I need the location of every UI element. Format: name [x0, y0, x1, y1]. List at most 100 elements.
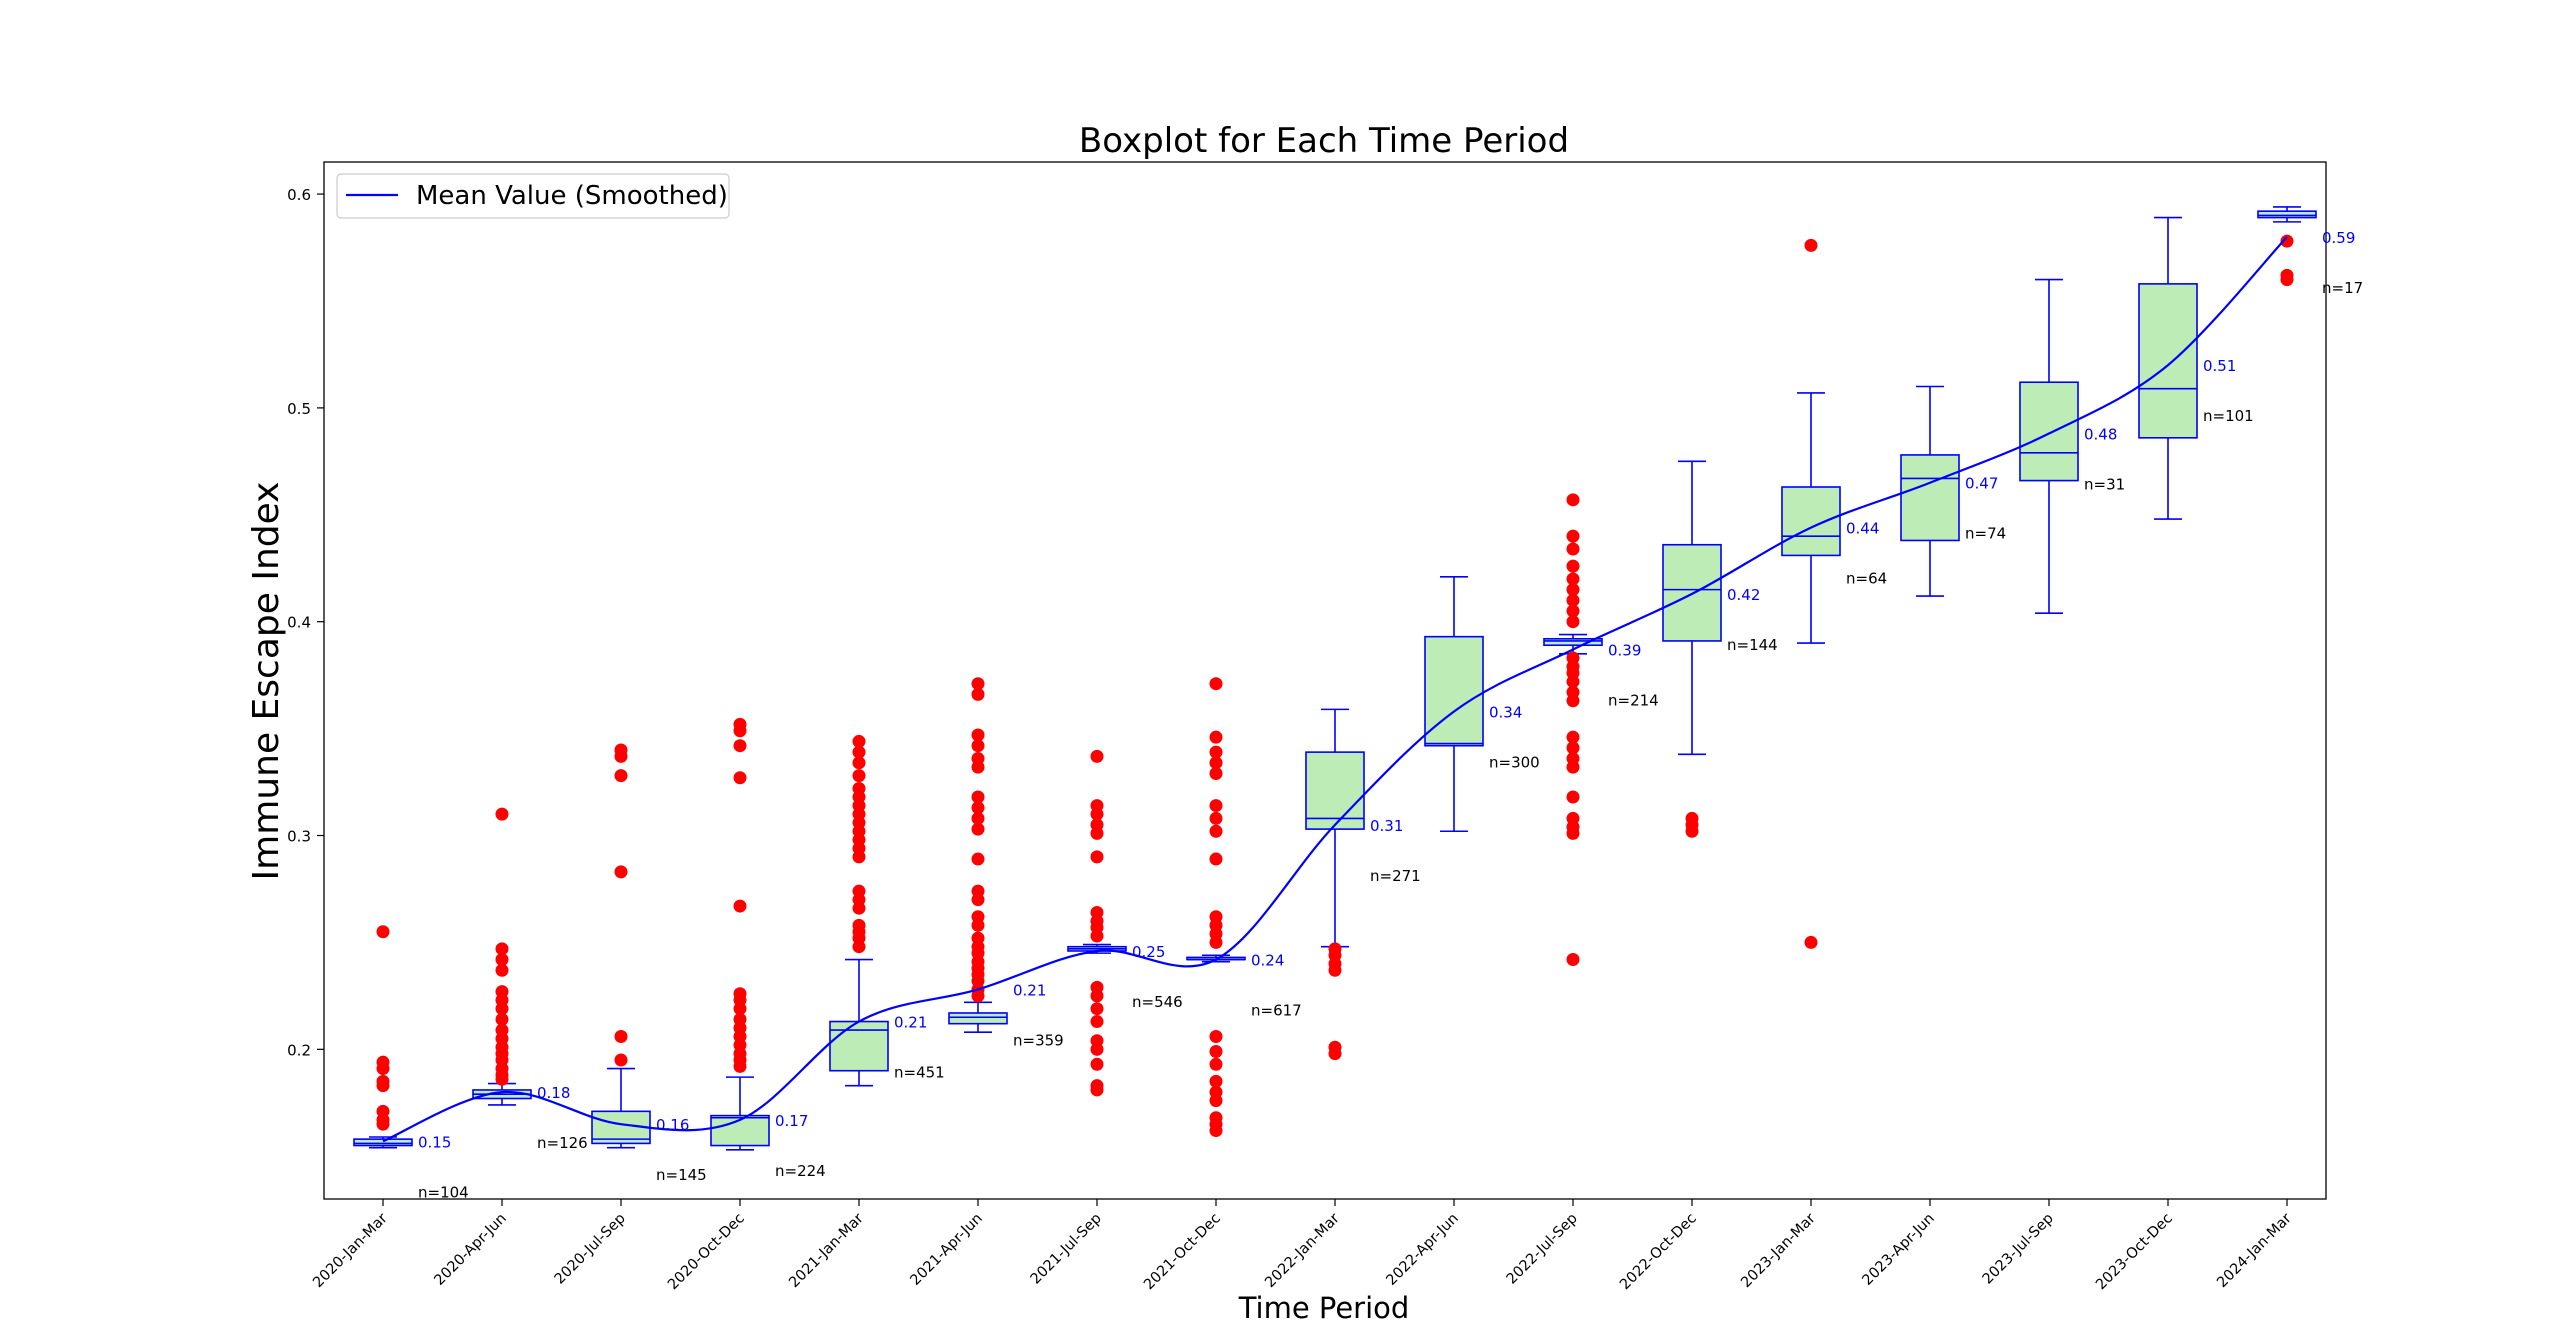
sample-count-label: n=224 — [775, 1162, 826, 1180]
box — [353, 1138, 413, 1147]
outlier-point — [376, 1117, 390, 1131]
outlier-point — [2280, 234, 2294, 248]
sample-count-label: n=144 — [1727, 636, 1778, 654]
outlier-point — [1209, 852, 1223, 866]
boxplot-2023-Jan-Mar — [1781, 238, 1841, 949]
outlier-point — [733, 899, 747, 913]
outlier-point — [1209, 1057, 1223, 1071]
outlier-point — [495, 1072, 509, 1086]
sample-count-label: n=617 — [1251, 1002, 1302, 1020]
outlier-point — [1209, 730, 1223, 744]
plot-frame — [323, 161, 2327, 1200]
sample-count-label: n=64 — [1846, 570, 1887, 588]
outlier-point — [971, 989, 985, 1003]
outlier-point — [1566, 583, 1580, 597]
boxplot-2020-Jan-Mar — [353, 925, 413, 1149]
x-tick-label: 2023-Apr-Jun — [1860, 1211, 1938, 1289]
legend: Mean Value (Smoothed) — [336, 173, 730, 219]
outlier-point — [1090, 1057, 1104, 1071]
outlier-point — [1566, 529, 1580, 543]
outlier-point — [1328, 963, 1342, 977]
mean-value-label: 0.15 — [418, 1133, 451, 1151]
y-tick-label: 0.3 — [287, 828, 311, 846]
x-tick-label: 2022-Apr-Jun — [1384, 1211, 1462, 1289]
y-axis-label: Immune Escape Index — [246, 482, 287, 881]
outlier-point — [1209, 1030, 1223, 1044]
outlier-point — [1090, 1042, 1104, 1056]
boxplot-2020-Oct-Dec — [710, 717, 770, 1151]
y-tick-label: 0.4 — [287, 614, 311, 632]
outlier-point — [1209, 1094, 1223, 1108]
outlier-point — [1566, 604, 1580, 618]
y-axis: 0.2 0.3 0.4 0.5 0.6 — [287, 186, 324, 1059]
outlier-point — [1090, 850, 1104, 864]
outlier-point — [1090, 989, 1104, 1003]
boxplot-2021-Apr-Jun — [948, 677, 1008, 1034]
outlier-point — [1090, 807, 1104, 821]
mean-value-label: 0.25 — [1132, 943, 1165, 961]
outlier-point — [614, 865, 628, 879]
boxplot-2022-Jul-Sep — [1543, 493, 1603, 967]
outlier-point — [971, 893, 985, 907]
x-tick-label: 2021-Jul-Sep — [1028, 1211, 1105, 1288]
mean-value-label: 0.42 — [1727, 586, 1760, 604]
mean-value-label: 0.21 — [894, 1014, 927, 1032]
box — [829, 1020, 889, 1072]
outlier-point — [971, 687, 985, 701]
outlier-point — [733, 1002, 747, 1016]
outlier-point — [495, 953, 509, 967]
outlier-point — [1566, 559, 1580, 573]
box — [1781, 486, 1841, 557]
outlier-point — [1566, 493, 1580, 507]
outlier-point — [1209, 745, 1223, 759]
x-tick-label: 2020-Jan-Mar — [310, 1210, 391, 1291]
outlier-point — [852, 940, 866, 954]
outlier-point — [852, 745, 866, 759]
x-tick-label: 2023-Jan-Mar — [1738, 1210, 1819, 1291]
outlier-point — [1090, 929, 1104, 943]
outlier-point — [971, 801, 985, 815]
outlier-point — [614, 1030, 628, 1044]
outlier-point — [1209, 756, 1223, 770]
boxplot-2022-Oct-Dec — [1662, 460, 1722, 838]
outlier-point — [495, 942, 509, 956]
outlier-point — [852, 901, 866, 915]
outlier-point — [1090, 826, 1104, 840]
outlier-point — [1566, 741, 1580, 755]
outlier-point — [971, 790, 985, 804]
chart-title: Boxplot for Each Time Period — [1079, 121, 1569, 161]
outlier-point — [495, 807, 509, 821]
x-tick-label: 2024-Jan-Mar — [2214, 1210, 2295, 1291]
x-tick-label: 2020-Apr-Jun — [432, 1211, 510, 1289]
mean-value-label: 0.59 — [2322, 229, 2355, 247]
legend-label: Mean Value (Smoothed) — [416, 181, 728, 211]
outlier-point — [1804, 238, 1818, 252]
sample-count-label: n=359 — [1013, 1031, 1064, 1049]
x-tick-label: 2022-Jan-Mar — [1262, 1210, 1343, 1291]
boxplot-2022-Apr-Jun — [1424, 575, 1484, 833]
outlier-point — [1209, 1074, 1223, 1088]
x-tick-label: 2021-Oct-Dec — [1141, 1211, 1224, 1294]
box — [1900, 454, 1960, 542]
outlier-point — [852, 769, 866, 783]
outlier-point — [733, 724, 747, 738]
outlier-point — [971, 760, 985, 774]
outlier-point — [1566, 593, 1580, 607]
x-axis-label: Time Period — [1238, 1291, 1410, 1325]
outlier-point — [1209, 824, 1223, 838]
outlier-point — [1566, 730, 1580, 744]
boxplot-2023-Jul-Sep — [2019, 278, 2079, 614]
outlier-point — [495, 1002, 509, 1016]
boxplot-2023-Oct-Dec — [2138, 216, 2198, 520]
outlier-point — [733, 739, 747, 753]
x-axis: 2020-Jan-Mar 2020-Apr-Jun 2020-Jul-Sep 2020… — [310, 1199, 2295, 1293]
outlier-point — [2280, 273, 2294, 287]
x-tick-label: 2020-Oct-Dec — [665, 1211, 748, 1294]
outlier-point — [1090, 1015, 1104, 1029]
mean-value-label: 0.17 — [775, 1112, 808, 1130]
outlier-point — [1566, 790, 1580, 804]
mean-value-label: 0.39 — [1608, 641, 1641, 659]
outlier-point — [971, 918, 985, 932]
outlier-point — [1566, 694, 1580, 708]
boxplot-2021-Jul-Sep — [1067, 749, 1127, 1097]
